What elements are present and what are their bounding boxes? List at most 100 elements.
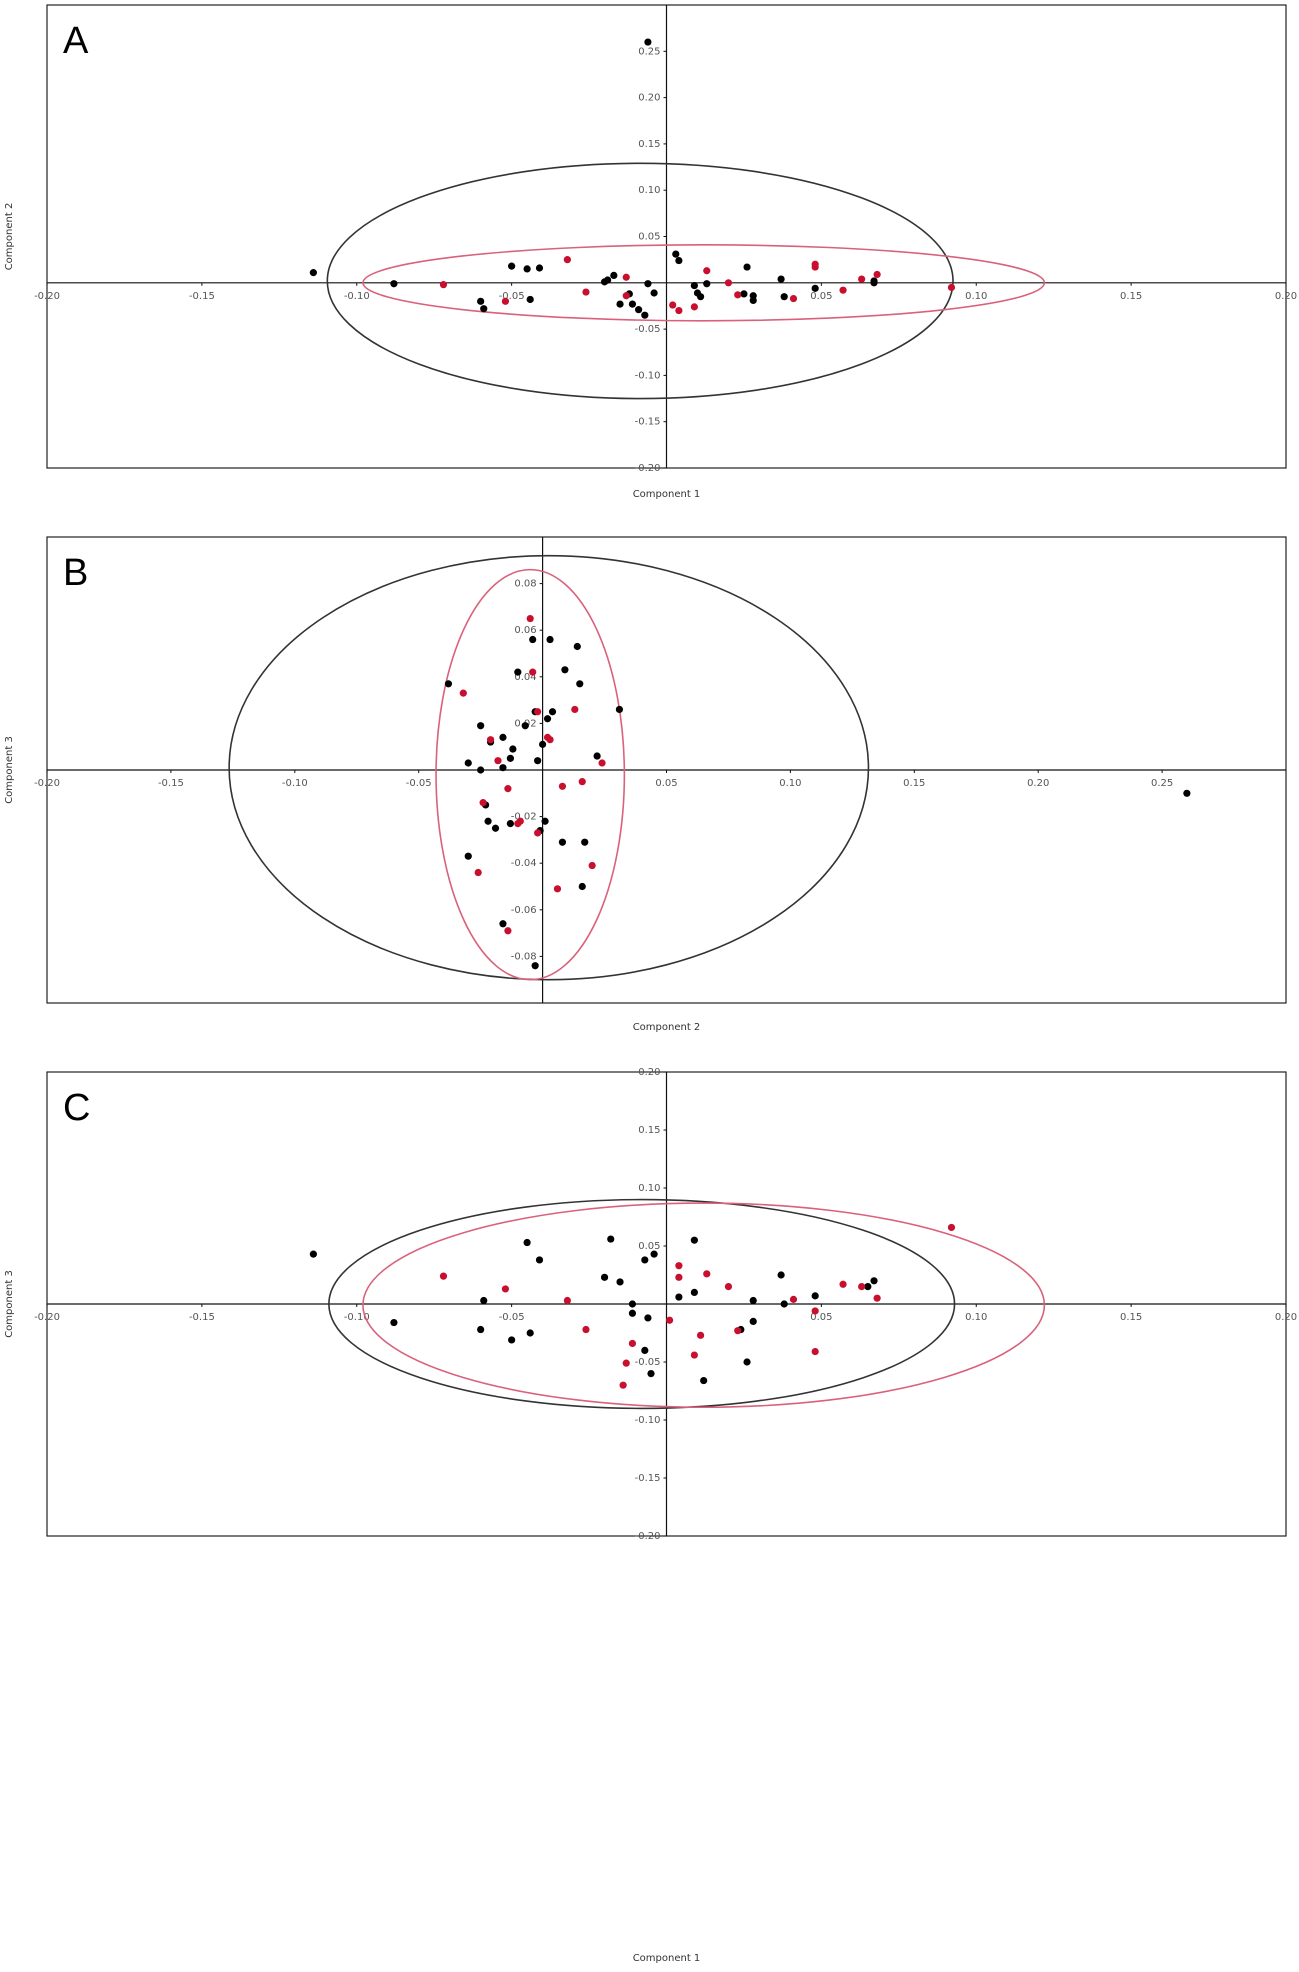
- point: [390, 280, 398, 288]
- point: [477, 297, 485, 305]
- point: [576, 680, 584, 688]
- point: [650, 1250, 658, 1258]
- point: [598, 759, 606, 767]
- point: [690, 281, 698, 290]
- point: [459, 689, 467, 697]
- y-tick-label: -0.06: [511, 905, 537, 916]
- point: [548, 708, 557, 716]
- point: [703, 280, 711, 288]
- y-tick-label: 0.08: [514, 579, 536, 590]
- point: [628, 1339, 637, 1348]
- y-tick-label: -0.10: [635, 370, 661, 381]
- y-tick-label: -0.15: [635, 417, 661, 428]
- x-axis-title: Component 1: [633, 489, 701, 500]
- y-tick-label: -0.04: [511, 858, 537, 869]
- x-tick-label: -0.20: [34, 778, 60, 789]
- point: [873, 270, 881, 279]
- point: [309, 269, 317, 277]
- point: [390, 1318, 398, 1327]
- y-tick-label: 0.20: [638, 1067, 660, 1078]
- panel-label: C: [63, 1087, 90, 1129]
- point: [479, 799, 487, 807]
- point: [541, 817, 549, 825]
- point: [531, 962, 539, 970]
- ellipse: [328, 1198, 956, 1410]
- point: [870, 277, 878, 285]
- x-tick-label: -0.10: [344, 291, 370, 302]
- point: [615, 705, 624, 714]
- point: [543, 715, 552, 723]
- x-tick-label: -0.15: [189, 1312, 215, 1323]
- x-tick-label: 0.05: [810, 291, 832, 302]
- point: [578, 778, 586, 786]
- point: [501, 1285, 510, 1293]
- point: [529, 635, 537, 644]
- y-tick-label: -0.08: [511, 951, 537, 962]
- point: [696, 293, 705, 301]
- point: [811, 263, 819, 271]
- point: [780, 1300, 788, 1308]
- point: [504, 785, 512, 793]
- point: [743, 1358, 751, 1366]
- point: [529, 668, 537, 676]
- y-tick-label: -0.15: [635, 1473, 661, 1484]
- point: [546, 635, 554, 644]
- point: [477, 722, 485, 730]
- point: [644, 1314, 652, 1322]
- point: [749, 1317, 757, 1325]
- point: [499, 920, 507, 928]
- point: [464, 759, 472, 767]
- point: [811, 1292, 819, 1300]
- point: [506, 754, 514, 762]
- point: [616, 1278, 624, 1286]
- point: [672, 250, 680, 258]
- point: [506, 819, 514, 828]
- y-tick-label: 0.15: [638, 139, 660, 150]
- point: [749, 296, 757, 304]
- y-tick-label: 0.20: [638, 93, 660, 104]
- point: [811, 1347, 819, 1356]
- x-tick-label: 0.15: [1120, 291, 1142, 302]
- point: [534, 829, 542, 837]
- point: [486, 736, 495, 744]
- y-axis-title: Component 3: [4, 1270, 15, 1338]
- x-tick-label: 0.15: [1120, 1312, 1142, 1323]
- x-tick-label: 0.05: [655, 778, 677, 789]
- y-tick-label: -0.05: [635, 324, 661, 335]
- point: [477, 766, 485, 774]
- x-tick-label: -0.05: [406, 778, 432, 789]
- y-tick-label: 0.15: [638, 1125, 660, 1136]
- panel: -0.20 -0.15 -0.10 -0.05 0.05 0.10 0.15 0.20 0.25…: [4, 536, 1287, 1033]
- x-tick-label: 0.15: [903, 778, 925, 789]
- point: [641, 1256, 649, 1264]
- point: [508, 1336, 516, 1344]
- point: [777, 1271, 785, 1279]
- point: [703, 267, 711, 275]
- point: [749, 1296, 757, 1305]
- x-tick-label: 0.20: [1275, 1312, 1297, 1323]
- y-tick-label: 0.04: [514, 672, 536, 683]
- point: [675, 1293, 683, 1301]
- point: [864, 1283, 872, 1291]
- point: [534, 757, 542, 765]
- point: [690, 1288, 698, 1296]
- x-tick-label: -0.10: [344, 1312, 370, 1323]
- x-tick-label: 0.20: [1027, 778, 1049, 789]
- point: [665, 1316, 674, 1324]
- point: [622, 273, 630, 281]
- x-axis-title: Component 1: [633, 1953, 701, 1964]
- point: [858, 275, 866, 283]
- point: [610, 271, 618, 279]
- y-tick-label: 0.06: [514, 625, 536, 636]
- point: [690, 1236, 698, 1244]
- point: [494, 757, 502, 765]
- point: [581, 838, 589, 846]
- point: [521, 722, 529, 730]
- point: [734, 1327, 742, 1335]
- point: [600, 1273, 609, 1281]
- y-tick-label: 0.25: [638, 46, 660, 57]
- point: [523, 265, 531, 273]
- point: [588, 861, 596, 870]
- point: [535, 264, 544, 272]
- point: [501, 297, 510, 305]
